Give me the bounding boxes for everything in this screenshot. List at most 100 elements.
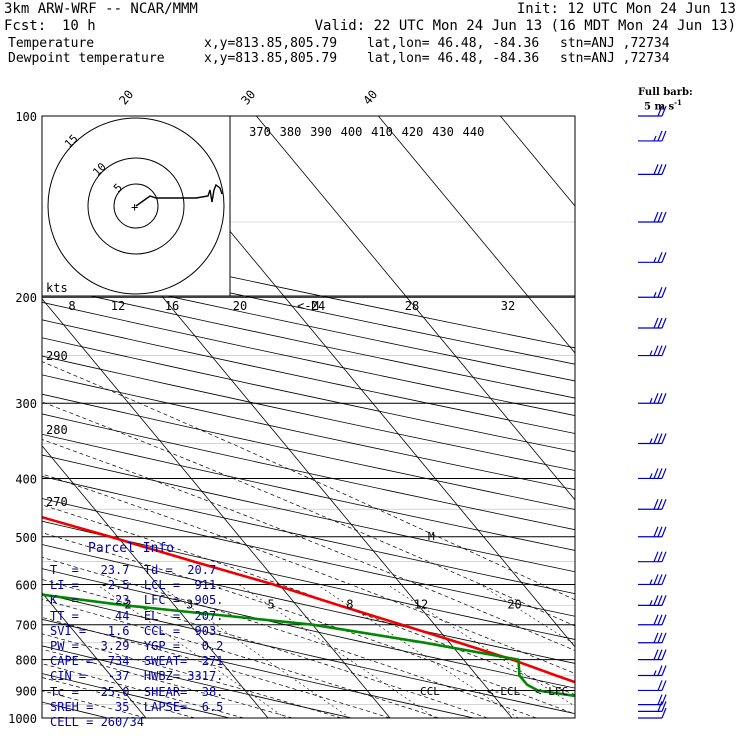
wind-barb-flag	[657, 130, 663, 142]
wind-barb-flag	[657, 665, 663, 676]
wind-barb-half-flag	[649, 473, 653, 479]
mixing-ratio-label: 12	[414, 597, 428, 611]
wind-barb-half-flag	[653, 291, 657, 298]
parcel-info-row: PW = 3.29 YGP = 0.2	[50, 639, 224, 653]
pressure-tick-300: 300	[15, 397, 37, 411]
wind-barb-flag	[657, 433, 663, 444]
wind-barb-flag	[661, 632, 667, 644]
mixing-ratio-label: 3	[186, 597, 193, 611]
mixing-ratio-label: 2	[124, 597, 131, 611]
wind-barb-125	[638, 164, 667, 175]
wind-barb-flag	[661, 286, 667, 298]
model-title: 3km ARW-WRF -- NCAR/MMM	[4, 1, 198, 17]
dewpoint-legend: Dewpoint temperature	[8, 51, 165, 66]
mixing-ratio-line	[96, 584, 286, 718]
wind-barb-flag	[653, 632, 659, 644]
dry-adiabat	[42, 520, 575, 640]
wind-barb-flag	[657, 286, 663, 298]
pressure-tick-900: 900	[15, 684, 37, 698]
wind-barb-flag	[661, 164, 667, 175]
wind-barb-1000	[638, 707, 667, 719]
lcl-label: <-LCL	[487, 685, 520, 698]
moist-adiabat	[42, 598, 439, 718]
wind-barb-flag	[653, 649, 659, 660]
wind-barb-flag	[653, 211, 659, 223]
wind-barb-250	[638, 345, 667, 357]
dry-adiabat	[42, 593, 575, 715]
wind-barb-800	[638, 649, 667, 661]
hodograph-axis-tick: 8	[68, 299, 75, 313]
wind-barb-400	[638, 468, 667, 480]
wind-barb-850	[638, 665, 667, 677]
dewpoint-xy: x,y=813.85,805.79	[204, 51, 338, 66]
wind-barb-flag	[661, 105, 667, 117]
moist-adiabat	[42, 439, 575, 651]
moist-adiabat	[42, 556, 537, 718]
wind-barb-225	[638, 317, 667, 329]
wind-key-unit: 5 m s-1	[644, 98, 682, 113]
wind-barb-flag	[661, 649, 667, 660]
hodograph-units: kts	[46, 281, 68, 295]
wind-barbs	[638, 105, 667, 719]
wind-barb-flag	[661, 526, 667, 538]
wind-barb-flag	[661, 130, 667, 142]
wind-barb-950	[638, 694, 667, 706]
wind-barb-750	[638, 632, 667, 644]
mixing-ratio-line	[157, 584, 351, 718]
hodograph-trace	[135, 183, 223, 207]
wind-barb-350	[638, 433, 667, 445]
dry-adiabat	[42, 568, 575, 689]
theta-label: 390	[310, 125, 332, 139]
wind-barb-flag	[653, 526, 659, 538]
isotherm-label: 40	[360, 87, 380, 107]
wind-barb-flag	[661, 694, 667, 705]
pressure-tick-700: 700	[15, 619, 37, 633]
dry-adiabat	[42, 618, 474, 718]
mixing-ratio-label: 8	[346, 597, 353, 611]
sounding-traces	[42, 515, 575, 698]
wind-barb-110	[638, 130, 667, 142]
wind-barb-flag	[661, 701, 667, 712]
pressure-tick-200: 200	[15, 291, 37, 305]
valid-time: Valid: 22 UTC Mon 24 Jun 13 (16 MDT Mon …	[314, 18, 736, 34]
wind-barb-975	[638, 701, 667, 712]
wind-barb-flag	[657, 345, 663, 356]
wind-barb-half-flag	[649, 600, 653, 606]
hodograph-axis-tick: 16	[165, 299, 179, 313]
parcel-info-row: T = 23.7 Td = 20.7	[50, 563, 217, 577]
wind-barb-300	[638, 393, 667, 404]
wind-barb-flag	[657, 317, 663, 329]
wind-barb-flag	[657, 526, 663, 538]
dry-adiabat	[42, 645, 352, 718]
dry-adiabat	[42, 268, 575, 382]
moist-adiabat	[42, 677, 195, 718]
wind-barb-150	[638, 211, 667, 223]
wind-barb-flag	[661, 433, 667, 444]
dewpoint-trace	[42, 593, 575, 698]
parcel-info-row: CAPE = 734 SWEAT= 271	[50, 654, 224, 669]
wind-barb-flag	[653, 595, 659, 606]
temperature-latlon: lat,lon= 46.48, -84.36	[367, 36, 540, 51]
theta-label: 430	[432, 125, 454, 139]
forecast-hour: 10 h	[62, 18, 96, 34]
storm-motion-marker: <-M	[297, 299, 319, 313]
wind-barb-flag	[661, 707, 667, 719]
hodograph-ring	[47, 117, 225, 295]
wind-barb-flag	[657, 614, 663, 625]
grid-layer	[42, 116, 575, 718]
pressure-tick-100: 100	[15, 110, 37, 124]
temperature-station: stn=ANJ ,72734	[560, 36, 670, 51]
wind-barb-flag	[653, 614, 659, 625]
parcel-info-row: SREH = 35 LAPSE= 6.5	[50, 699, 224, 714]
theta-label: 410	[371, 125, 393, 139]
wind-barb-flag	[657, 468, 663, 479]
wind-barb-flag	[657, 701, 663, 712]
wind-barb-flag	[657, 211, 663, 223]
parcel-info-row: CELL = 260/34	[50, 715, 144, 729]
wind-barb-half-flag	[649, 579, 653, 585]
moist-adiabat	[42, 579, 488, 718]
dry-adiabat	[42, 454, 575, 573]
hodograph-axis-tick: 12	[111, 299, 125, 313]
wind-barb-flag	[661, 468, 667, 479]
forecast-label: Fcst:	[4, 18, 47, 34]
